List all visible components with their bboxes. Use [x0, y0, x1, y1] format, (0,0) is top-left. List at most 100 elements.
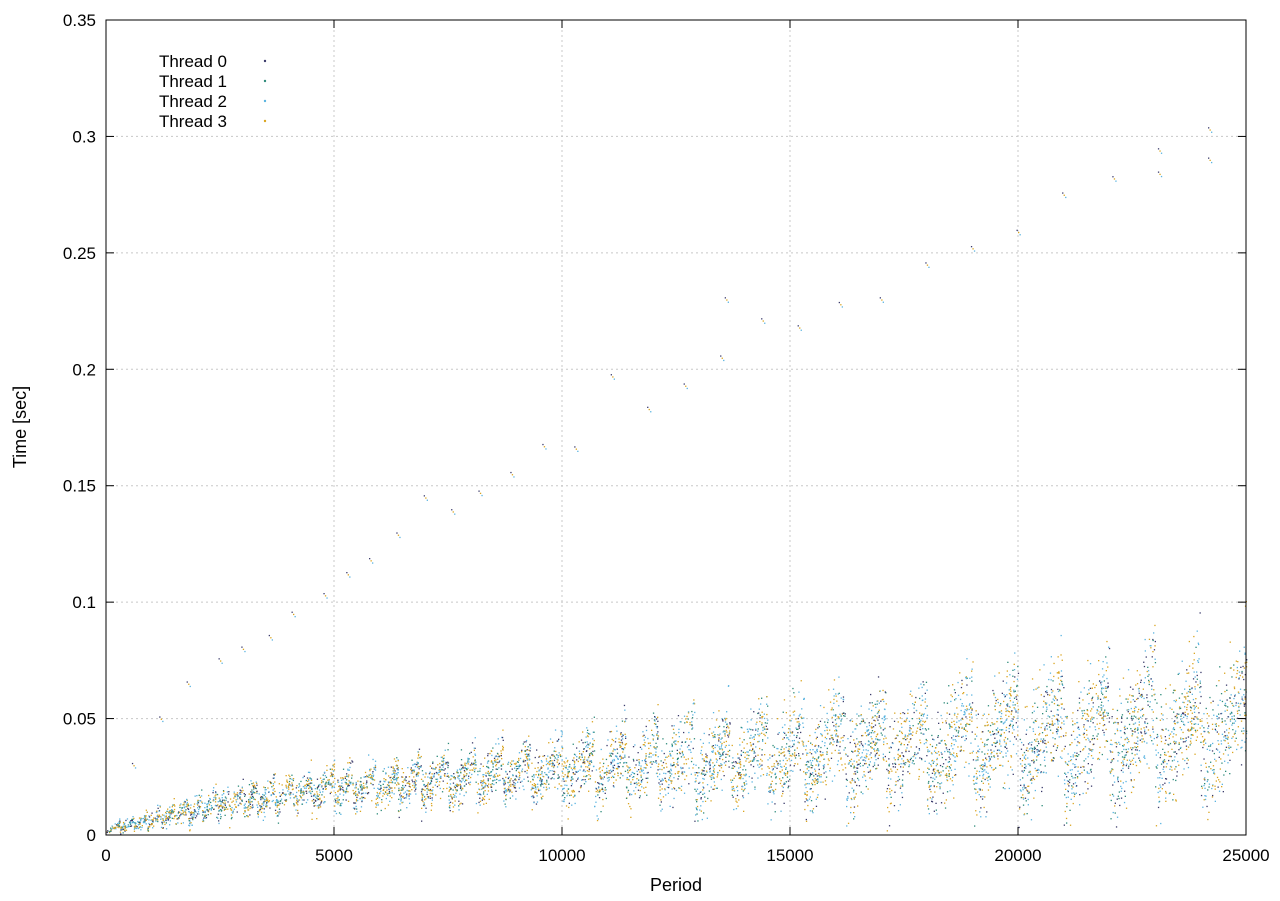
data-point [1220, 700, 1221, 701]
data-point [1076, 722, 1077, 723]
data-point [1048, 723, 1049, 724]
data-point [1108, 647, 1109, 648]
data-point [169, 824, 170, 825]
data-point [528, 781, 529, 782]
data-point [636, 760, 637, 761]
data-point [976, 715, 977, 716]
data-point [914, 763, 915, 764]
data-point [1143, 662, 1144, 663]
data-point [1191, 723, 1192, 724]
data-point [1086, 713, 1087, 714]
data-point [1084, 760, 1085, 761]
data-point [1190, 710, 1191, 711]
data-point [524, 741, 525, 742]
data-point [985, 779, 986, 780]
data-point [827, 752, 828, 753]
data-point [947, 751, 948, 752]
data-point [728, 727, 729, 728]
data-point [1046, 747, 1047, 748]
data-point [1072, 787, 1073, 788]
data-point [1217, 718, 1218, 719]
data-point [166, 822, 167, 823]
data-point [677, 762, 678, 763]
data-point [635, 787, 636, 788]
data-point [234, 793, 235, 794]
data-point [1014, 652, 1015, 653]
data-point [1121, 737, 1122, 738]
data-point [699, 809, 700, 810]
data-point [527, 749, 528, 750]
data-point [421, 765, 422, 766]
data-point [972, 669, 973, 670]
data-point [988, 739, 989, 740]
data-point [722, 759, 723, 760]
data-point [1222, 734, 1223, 735]
data-point [886, 797, 887, 798]
data-point [1014, 736, 1015, 737]
data-point [217, 794, 218, 795]
data-point [766, 775, 767, 776]
data-point [1131, 708, 1132, 709]
data-point [1220, 768, 1221, 769]
data-point [997, 728, 998, 729]
data-point [709, 776, 710, 777]
data-point [643, 787, 644, 788]
data-point [1117, 778, 1118, 779]
data-point [834, 730, 835, 731]
data-point [339, 794, 340, 795]
data-point [903, 767, 904, 768]
data-point [1228, 732, 1229, 733]
data-point [1088, 753, 1089, 754]
data-point [805, 772, 806, 773]
data-point [428, 782, 429, 783]
data-point [1156, 703, 1157, 704]
data-point [945, 768, 946, 769]
data-point [282, 784, 283, 785]
data-point [1186, 738, 1187, 739]
data-point [1204, 777, 1205, 778]
data-point [842, 769, 843, 770]
data-point [578, 771, 579, 772]
data-point [666, 767, 667, 768]
data-point [1013, 729, 1014, 730]
data-point [1107, 715, 1108, 716]
data-point [821, 774, 822, 775]
data-point [812, 810, 813, 811]
data-point [1052, 760, 1053, 761]
data-point [1218, 680, 1219, 681]
data-point [568, 776, 569, 777]
data-point [829, 770, 830, 771]
data-point [1186, 709, 1187, 710]
data-point [1132, 719, 1133, 720]
data-point [857, 768, 858, 769]
data-point [506, 789, 507, 790]
data-point [976, 799, 977, 800]
data-point [644, 792, 645, 793]
data-point [968, 775, 969, 776]
data-point [601, 789, 602, 790]
data-point [569, 803, 570, 804]
data-point [743, 774, 744, 775]
data-point [767, 759, 768, 760]
data-point [466, 775, 467, 776]
data-point [404, 787, 405, 788]
data-point [1175, 780, 1176, 781]
data-point [574, 764, 575, 765]
data-point [212, 792, 213, 793]
data-point [870, 752, 871, 753]
data-point [991, 722, 992, 723]
data-point [562, 731, 563, 732]
data-point [1079, 734, 1080, 735]
data-point [565, 774, 566, 775]
data-point [1093, 735, 1094, 736]
data-point [786, 712, 787, 713]
data-point [259, 805, 260, 806]
data-point [398, 799, 399, 800]
data-point [981, 781, 982, 782]
data-point [571, 790, 572, 791]
data-point [925, 698, 926, 699]
data-point [160, 819, 161, 820]
data-point [224, 807, 225, 808]
data-point [430, 796, 431, 797]
data-point [839, 746, 840, 747]
